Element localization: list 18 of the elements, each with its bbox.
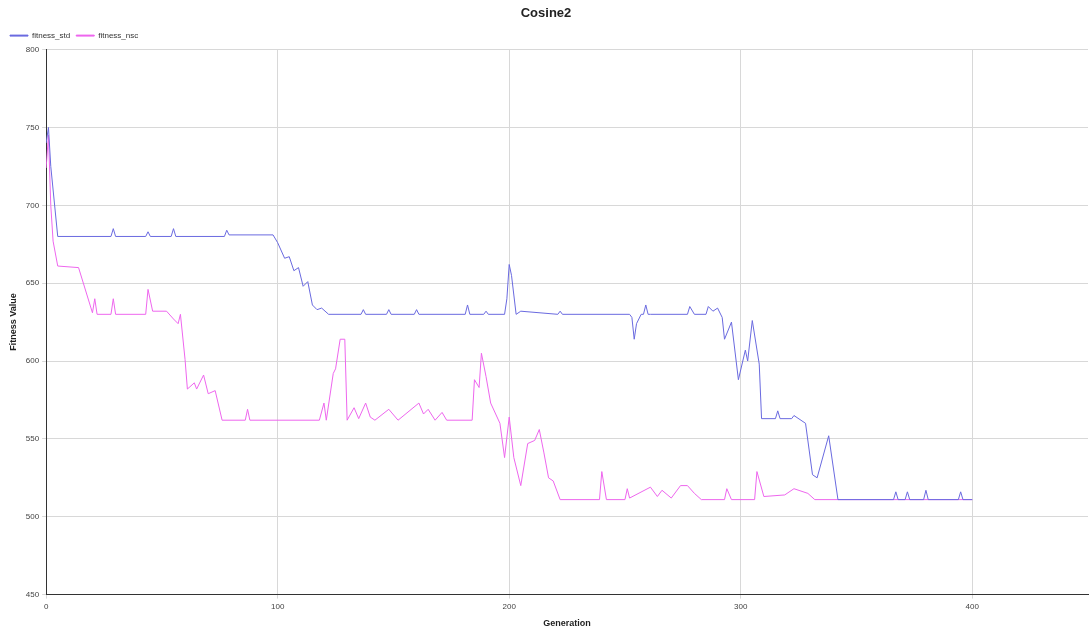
x-tick-label: 0	[43, 601, 49, 611]
y-tick-label: 600	[25, 356, 40, 366]
x-tick-label: 400	[965, 601, 980, 611]
legend-label: fitness_std	[32, 30, 71, 40]
x-tick-label: 300	[734, 601, 748, 611]
y-tick-label: 450	[25, 589, 40, 599]
y-tick-label: 700	[25, 200, 40, 210]
y-tick-label: 500	[25, 511, 40, 521]
legend-label: fitness_nsc	[98, 30, 139, 40]
y-tick-label: 550	[25, 434, 40, 444]
y-axis-title: Fitness Value	[7, 293, 18, 351]
x-tick-label: 200	[502, 601, 517, 611]
y-tick-label: 750	[25, 122, 40, 132]
y-tick-label: 650	[25, 278, 40, 288]
x-axis-title: Generation	[543, 618, 591, 629]
y-tick-label: 800	[25, 44, 40, 54]
chart-title: Cosine2	[520, 5, 572, 21]
x-tick-label: 100	[270, 601, 285, 611]
